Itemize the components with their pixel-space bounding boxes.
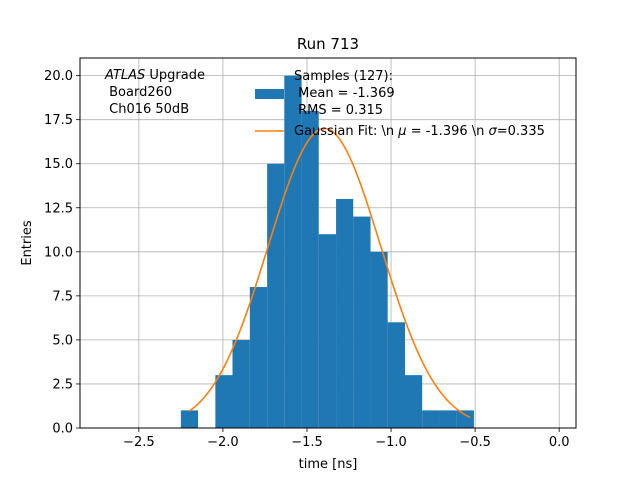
histogram-bar bbox=[267, 163, 285, 428]
plot-area: −2.5 −2.0 −1.5 −1.0 −0.5 0.0 0.0 2.5 5.0 7.5 10.0… bbox=[44, 57, 577, 450]
y-tick-label: 10.0 bbox=[44, 245, 73, 260]
histogram-bar bbox=[387, 322, 406, 428]
y-tick-label: 17.5 bbox=[44, 113, 73, 128]
histogram-bar bbox=[301, 110, 319, 428]
legend-fit-part-3: =0.335 bbox=[497, 124, 545, 139]
histogram-bar bbox=[405, 375, 423, 428]
x-tick-label: 0.0 bbox=[549, 435, 570, 450]
histogram-bar bbox=[284, 75, 302, 428]
legend: Samples (127): Mean = -1.369 RMS = 0.315… bbox=[255, 69, 545, 139]
fit-curve bbox=[188, 127, 471, 419]
x-axis-label: time [ns] bbox=[299, 457, 358, 472]
legend-fit-sigma: σ bbox=[489, 124, 498, 139]
annotation-upgrade: Upgrade bbox=[145, 68, 205, 83]
histogram-bar bbox=[353, 216, 371, 428]
y-tick-label: 15.0 bbox=[44, 157, 73, 172]
annotation-line-2: Board260 bbox=[105, 85, 172, 100]
histogram-bar bbox=[318, 234, 337, 428]
histogram-bar bbox=[232, 339, 250, 428]
histogram-bar bbox=[456, 410, 474, 428]
y-tick-label: 2.5 bbox=[52, 377, 73, 392]
chart-title: Run 713 bbox=[297, 35, 359, 53]
histogram-bar bbox=[336, 198, 354, 428]
legend-fit-label: Gaussian Fit: \n μ = -1.396 \n σ=0.335 bbox=[294, 124, 545, 139]
y-tick-label: 0.0 bbox=[52, 422, 73, 437]
annotation-atlas: ATLAS bbox=[104, 68, 145, 83]
legend-hist-line-1: Samples (127): bbox=[294, 69, 393, 84]
annotation-line-1: ATLAS Upgrade bbox=[104, 68, 205, 83]
histogram-bar bbox=[215, 375, 233, 428]
annotation-line-3: Ch016 50dB bbox=[105, 102, 189, 117]
gaussian-fit bbox=[188, 127, 471, 419]
legend-fit-mu: μ bbox=[397, 124, 406, 139]
legend-hist-line-2: Mean = -1.369 bbox=[294, 86, 395, 101]
x-tick-label: −0.5 bbox=[459, 435, 491, 450]
x-tick-label: −2.5 bbox=[123, 435, 155, 450]
y-axis-label: Entries bbox=[20, 220, 35, 266]
legend-hist-line-3: RMS = 0.315 bbox=[294, 103, 383, 118]
histogram-bar bbox=[422, 410, 440, 428]
x-tick-label: −2.0 bbox=[207, 435, 239, 450]
plot-frame bbox=[79, 57, 577, 429]
legend-hist-swatch bbox=[255, 89, 284, 99]
atlas-annotation: ATLAS Upgrade Board260 Ch016 50dB bbox=[104, 68, 205, 117]
histogram-bar bbox=[180, 410, 199, 428]
histogram-bars bbox=[180, 75, 474, 428]
x-tick-label: −1.0 bbox=[375, 435, 407, 450]
legend-fit-part-1: Gaussian Fit: \n bbox=[294, 124, 398, 139]
y-tick-label: 7.5 bbox=[52, 289, 73, 304]
x-tick-label: −1.5 bbox=[291, 435, 323, 450]
legend-fit-part-2: = -1.396 \n bbox=[407, 124, 489, 139]
y-axis-ticks: 0.0 2.5 5.0 7.5 10.0 12.5 15.0 17.5 20.0 bbox=[44, 69, 80, 437]
y-tick-label: 20.0 bbox=[44, 69, 73, 84]
x-axis-ticks: −2.5 −2.0 −1.5 −1.0 −0.5 0.0 bbox=[123, 428, 570, 450]
histogram-bar bbox=[370, 251, 388, 428]
histogram-bar bbox=[439, 410, 457, 428]
y-tick-label: 12.5 bbox=[44, 201, 73, 216]
histogram-bar bbox=[249, 287, 268, 428]
grid-lines bbox=[80, 58, 576, 429]
y-tick-label: 5.0 bbox=[52, 333, 73, 348]
